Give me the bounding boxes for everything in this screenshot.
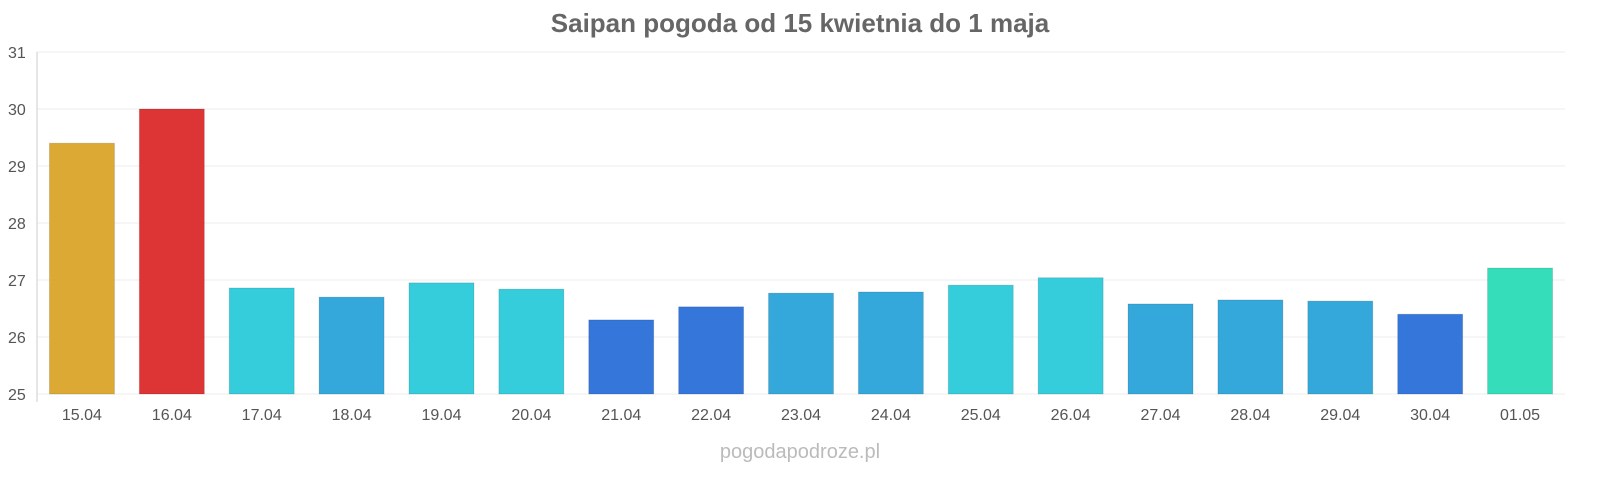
bar-20.04 [498, 288, 565, 395]
x-tick-label: 24.04 [871, 407, 911, 424]
y-tick-label: 25 [8, 387, 26, 404]
bar-19.04 [408, 282, 475, 395]
x-tick-label: 20.04 [511, 407, 551, 424]
x-tick-label: 22.04 [691, 407, 731, 424]
bar-15.04 [48, 142, 115, 395]
y-tick-label: 26 [8, 330, 26, 347]
x-tick-label: 25.04 [961, 407, 1001, 424]
y-tick-label: 30 [8, 102, 26, 119]
bar-22.04 [678, 306, 745, 395]
bar-01.05 [1487, 267, 1554, 395]
x-tick-label: 28.04 [1230, 407, 1270, 424]
bar-23.04 [768, 292, 834, 395]
bar-18.04 [318, 296, 385, 395]
x-tick-label: 26.04 [1051, 407, 1091, 424]
x-tick-label: 01.05 [1500, 407, 1540, 424]
x-tick-label: 30.04 [1410, 407, 1450, 424]
x-tick-label: 23.04 [781, 407, 821, 424]
y-tick-label: 28 [8, 216, 26, 233]
bar-30.04 [1397, 313, 1464, 395]
source-credit: pogodapodroze.pl [719, 441, 881, 463]
bar-28.04 [1217, 299, 1284, 395]
x-tick-label: 15.04 [62, 407, 102, 424]
chart-title: Saipan pogoda od 15 kwietnia do 1 maja [550, 8, 1050, 38]
y-tick-label: 29 [8, 159, 26, 176]
x-tick-label: 18.04 [332, 407, 372, 424]
x-tick-label: 17.04 [242, 407, 282, 424]
x-tick-label: 19.04 [421, 407, 461, 424]
bar-16.04 [138, 108, 205, 395]
y-tick-label: 27 [8, 273, 26, 290]
bar-26.04 [1037, 277, 1104, 395]
bar-29.04 [1307, 300, 1374, 395]
x-tick-label: 27.04 [1141, 407, 1181, 424]
y-tick-label: 31 [8, 45, 26, 62]
bar-17.04 [228, 287, 295, 395]
bar-27.04 [1127, 303, 1194, 395]
bar-24.04 [857, 291, 924, 395]
x-tick-label: 21.04 [601, 407, 641, 424]
bar-25.04 [947, 284, 1014, 395]
x-tick-label: 16.04 [152, 407, 192, 424]
bar-21.04 [588, 319, 655, 395]
x-tick-label: 29.04 [1320, 407, 1360, 424]
